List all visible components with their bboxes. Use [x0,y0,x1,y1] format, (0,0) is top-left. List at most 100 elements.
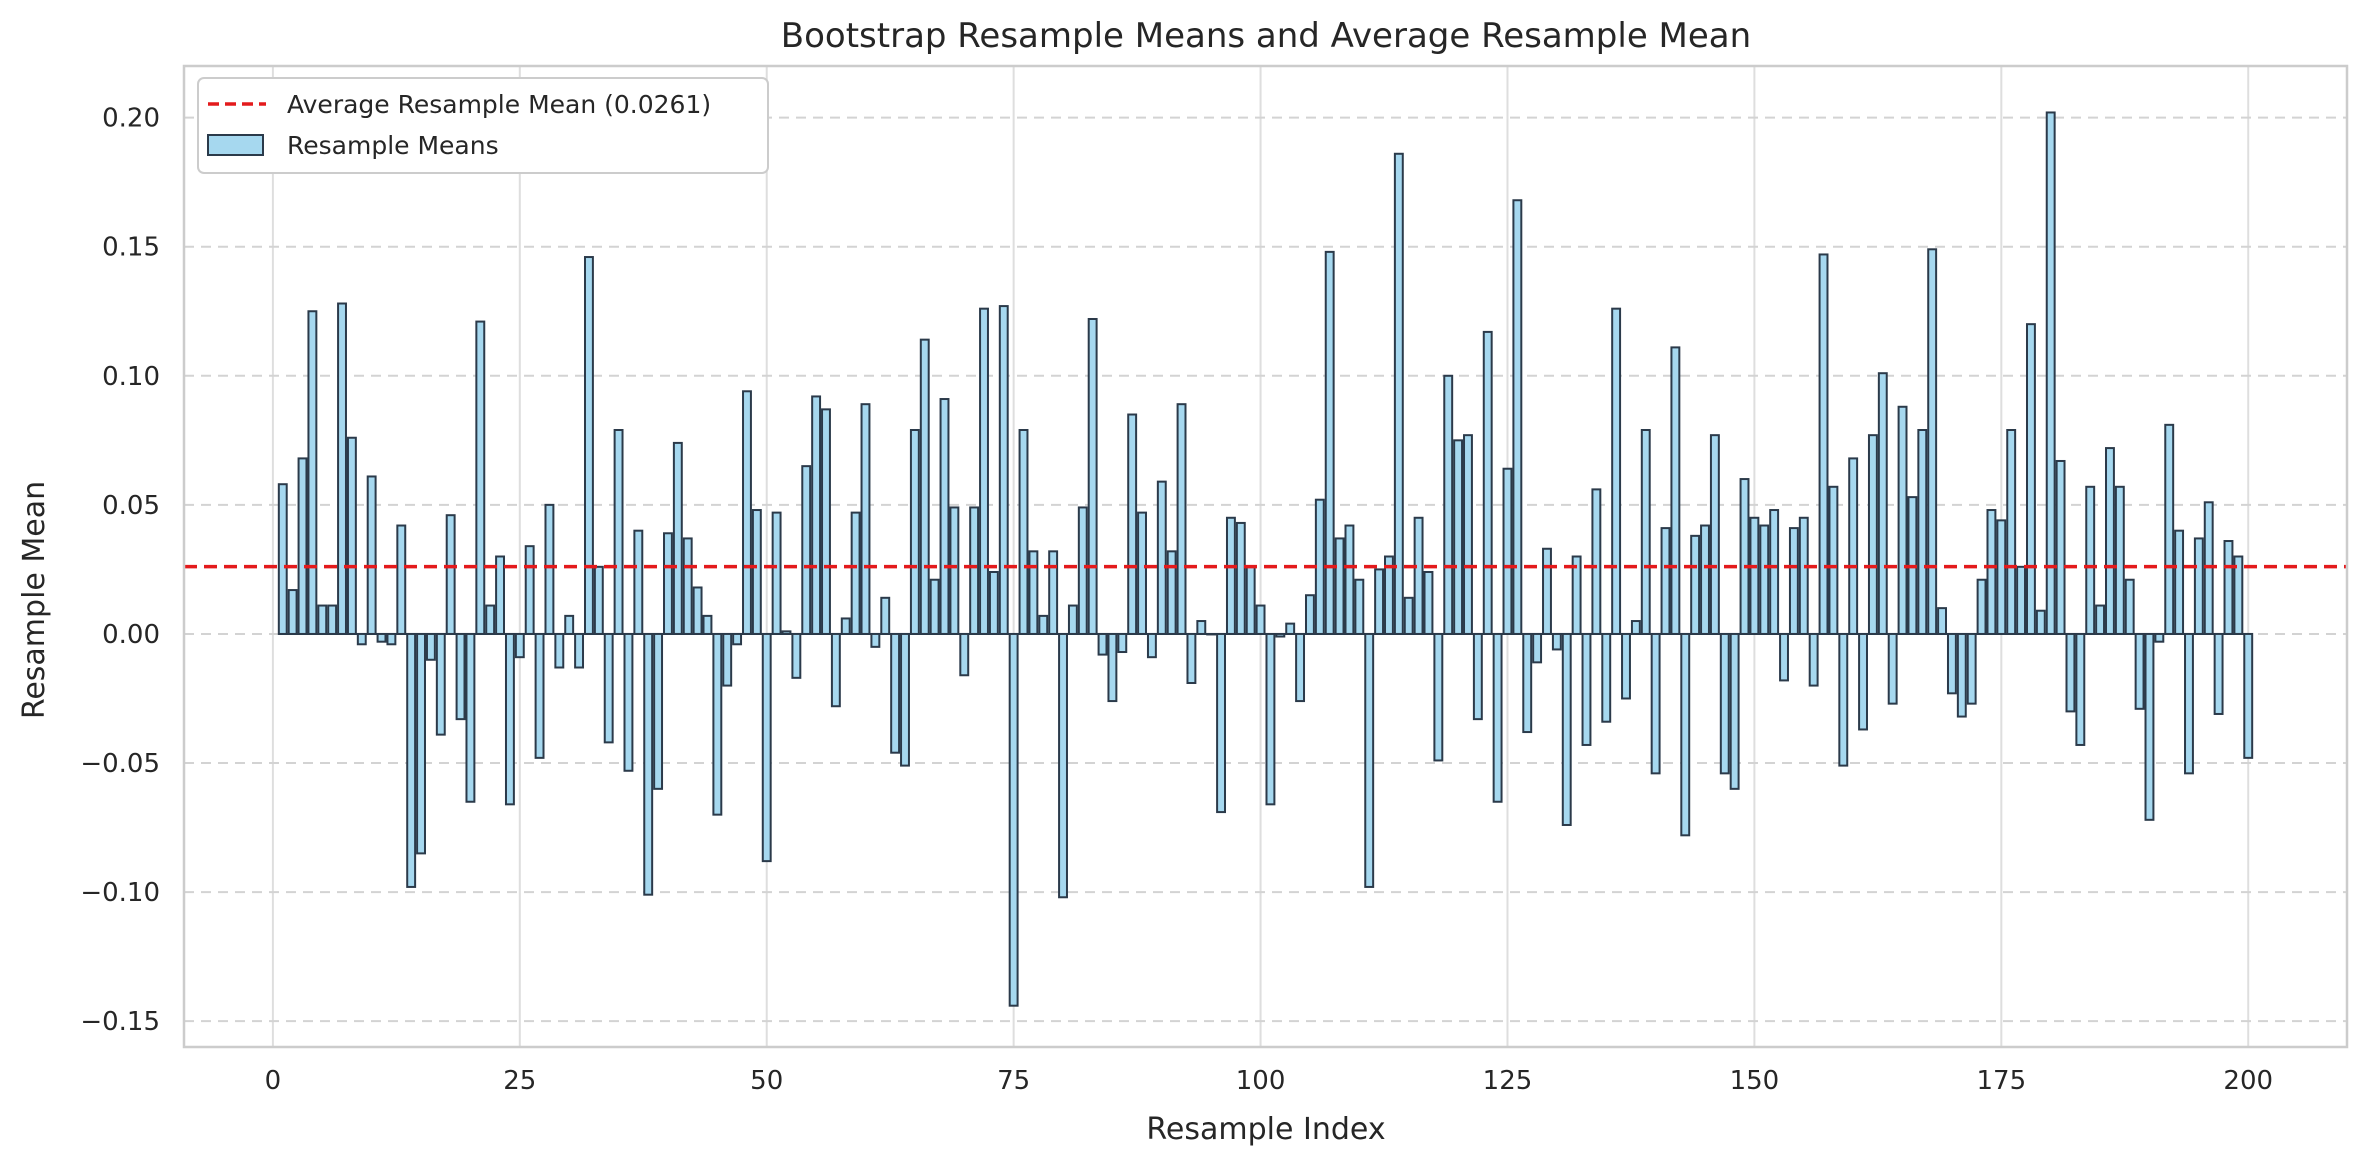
bar [1038,614,1049,635]
bar [1660,527,1671,635]
bar [2134,632,2145,710]
bar [396,524,407,635]
bar [2184,632,2194,775]
bar [821,408,831,635]
legend: Average Resample Mean (0.0261) Resample … [197,77,769,174]
bar [2193,537,2204,635]
bar [2213,632,2224,715]
bar [1818,253,1829,635]
x-tick-labels: 0 25 50 75 100 125 150 175 200 [265,1066,2273,1096]
bar [643,632,654,896]
bar [1344,524,1355,635]
bar [1433,632,1444,762]
bar [1314,498,1325,635]
bar [811,395,822,635]
x-tick-label: 125 [1483,1066,1533,1096]
bar [1285,622,1296,635]
bar [890,632,901,754]
bar [1196,620,1207,635]
bar [2055,459,2066,635]
bar [1976,578,1987,635]
bar [801,465,812,635]
bar [277,483,288,635]
bar [1216,632,1227,814]
bar [1749,516,1760,635]
bar [2075,632,2086,746]
bar [1739,478,1750,635]
x-tick-label: 50 [750,1066,783,1096]
bar [998,305,1009,635]
bar [1996,519,2007,635]
bar [1304,594,1315,635]
bar [1443,374,1454,635]
bar [1008,632,1019,1007]
bar [1897,405,1908,635]
bar [1828,485,1839,635]
bar [327,604,338,635]
bar [1206,632,1217,636]
bar [1235,521,1246,635]
bar [1630,620,1641,635]
bar [1028,550,1039,635]
bar [1670,346,1681,635]
x-tick-label: 150 [1730,1066,1780,1096]
bar [1156,480,1167,635]
bar [1937,607,1948,635]
bar [900,632,910,767]
x-axis-label: Resample Index [1146,1112,1385,1147]
bar [2223,540,2234,635]
bar [702,614,713,635]
bar [1522,632,1533,734]
bar [1561,632,1572,826]
bar [435,632,446,736]
bar [416,632,426,855]
bar [593,565,604,635]
bar [1255,604,1266,635]
y-tick-label: 0.15 [102,233,160,263]
bar [2095,604,2106,635]
bar [1700,524,1710,635]
bar [603,632,614,744]
bar [1384,555,1394,635]
bar [574,632,585,669]
bar [1956,632,1967,718]
bar [1374,568,1385,635]
bar [712,632,723,816]
bar [1048,550,1059,635]
bar [751,509,762,635]
bar [1551,632,1562,651]
bar [1808,632,1819,687]
plot-frame [182,64,2349,1049]
bar [524,545,535,635]
plot-area [184,66,2347,1047]
bar [2124,578,2135,635]
bar [1472,632,1483,721]
bar [544,503,555,635]
bar [554,632,565,669]
bar [1354,578,1365,635]
bar [1769,509,1780,635]
bar [1137,511,1147,635]
bar [2035,609,2046,635]
bar [1611,307,1622,635]
bar [1709,434,1720,635]
bar [979,307,989,635]
bar [1413,516,1424,635]
bar [1650,632,1661,775]
chart-title: Bootstrap Resample Means and Average Res… [781,16,1751,56]
bar [1719,632,1730,775]
bar [1581,632,1592,746]
bar [1364,632,1375,888]
bar [583,256,594,635]
bar [1759,524,1770,635]
y-tick-label: 0.10 [102,362,160,392]
bar [1176,403,1187,635]
bar [504,632,515,806]
bar [1245,565,1256,635]
bar [939,398,950,635]
bar [633,529,644,635]
bar [2144,632,2155,821]
bar [2114,485,2125,635]
bar [1532,632,1543,664]
bar [830,632,841,708]
